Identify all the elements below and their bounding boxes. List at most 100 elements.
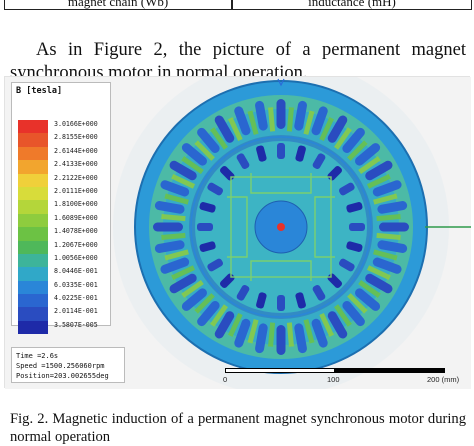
legend-value: 2.2122E+000 xyxy=(54,173,98,182)
rotor-magnet xyxy=(207,182,224,196)
stator-slot xyxy=(181,288,207,311)
stator-tooth xyxy=(319,117,334,142)
stator-tooth xyxy=(171,174,196,189)
stator-slot xyxy=(160,257,190,274)
stator-slot xyxy=(355,288,381,311)
scale-bar: 0 100 200 (mm) xyxy=(221,365,469,387)
scale-bar-segment-light xyxy=(225,368,335,373)
stator-slots xyxy=(153,99,409,355)
stator-tooth xyxy=(161,214,186,222)
stator-tooth xyxy=(373,249,398,261)
legend-swatch xyxy=(18,227,48,241)
legend-swatch xyxy=(18,294,48,308)
rotor-magnet xyxy=(312,284,326,301)
stator-slot xyxy=(377,201,408,214)
legend-swatch xyxy=(18,253,48,268)
stator-tooth xyxy=(164,193,189,205)
legend-value: 2.0114E-001 xyxy=(54,307,98,316)
legend-value: 2.6144E+000 xyxy=(54,146,98,155)
rotor-magnet xyxy=(346,202,363,213)
stator-tooth xyxy=(334,304,352,327)
legend-swatch xyxy=(18,173,48,187)
stator-tooth xyxy=(210,304,228,327)
stator-tooth xyxy=(181,156,204,174)
legend-value: 8.0446E-001 xyxy=(54,267,98,276)
stator-slot xyxy=(294,323,307,354)
stator-slot xyxy=(276,99,286,129)
legend-value: 2.0111E+000 xyxy=(54,186,98,195)
stator-tooth xyxy=(268,107,276,132)
stator-tooth xyxy=(373,193,398,205)
rotor-magnet xyxy=(338,258,355,272)
rotor-magnet xyxy=(295,145,306,162)
rotor-flux-barriers xyxy=(227,173,335,281)
stator-tooth xyxy=(161,232,186,240)
rotor-magnet xyxy=(197,223,213,231)
stator-slot xyxy=(372,180,402,197)
table-cell-magnet-chain: magnet chain (Wb) xyxy=(4,0,232,10)
shaft-center-marker xyxy=(277,223,285,231)
legend-swatch xyxy=(18,133,48,147)
rotor-magnet xyxy=(295,292,306,309)
legend-swatch xyxy=(18,320,48,335)
table-cell-inductance: inductance (mH) xyxy=(232,0,472,10)
legend-swatch xyxy=(18,160,48,174)
legend-value: 3.0166E+000 xyxy=(54,120,98,128)
legend-swatch xyxy=(18,200,48,214)
stator-tooth xyxy=(319,312,334,337)
stator-slot xyxy=(214,115,235,143)
stator-tooth xyxy=(347,140,368,161)
stator-slot xyxy=(276,325,286,355)
stator-slot xyxy=(197,301,220,327)
legend-swatch xyxy=(18,307,48,321)
coordinate-marker-icon xyxy=(277,78,285,87)
stator-slot xyxy=(355,143,381,166)
legend-value: 4.0225E-001 xyxy=(54,294,98,303)
stator-tooth xyxy=(303,110,315,135)
stator-slot xyxy=(327,115,348,143)
motor-field-figure: B [tesla] 3.0166E+000 2.8155E+000 2.6144E+… xyxy=(4,76,471,389)
stator-tooth xyxy=(194,293,215,314)
stator-tooth xyxy=(366,265,391,280)
stator-slot xyxy=(372,257,402,274)
stator-tooth xyxy=(228,312,243,337)
legend-value: 1.0056E+000 xyxy=(54,253,98,262)
stator-tooth xyxy=(376,214,401,222)
scale-tick-0: 0 xyxy=(223,375,228,384)
stator-tooth xyxy=(181,280,204,298)
legend-swatch xyxy=(18,146,48,161)
stator-slot xyxy=(365,273,393,294)
stator-tooth xyxy=(228,117,243,142)
stator-tooth xyxy=(171,265,196,280)
stator-slot xyxy=(234,106,251,136)
stator-slot xyxy=(311,318,328,348)
rotor-magnet xyxy=(199,241,216,252)
stator-slot xyxy=(160,180,190,197)
legend-value: 1.6089E+000 xyxy=(54,213,98,222)
motor-field-plot xyxy=(5,77,471,389)
stator-slot xyxy=(342,127,365,153)
stator-tooth xyxy=(366,174,391,189)
stator-tooth xyxy=(358,280,381,298)
scale-bar-segment-dark xyxy=(335,368,445,373)
rotor-magnet xyxy=(338,182,355,196)
legend-title: B [tesla] xyxy=(16,86,63,96)
status-speed: Speed =1500.256060rpm xyxy=(16,362,105,370)
stator-slot xyxy=(154,240,185,253)
legend-swatch xyxy=(18,213,48,228)
field-legend: B [tesla] 3.0166E+000 2.8155E+000 2.6144E+… xyxy=(11,82,111,335)
legend-value: 6.0335E-001 xyxy=(54,280,98,289)
stator-slot xyxy=(365,160,393,181)
stator-slot xyxy=(379,222,409,232)
stator-tooth xyxy=(376,232,401,240)
stator-slot xyxy=(154,201,185,214)
rotor-magnet xyxy=(277,295,285,311)
legend-value: 1.4078E+000 xyxy=(54,227,98,236)
rotor-magnet xyxy=(312,153,326,170)
legend-swatch xyxy=(18,240,48,254)
stator-tooth xyxy=(286,322,294,347)
legend-value: 2.4133E+000 xyxy=(54,160,98,169)
stator-tooth xyxy=(164,249,189,261)
rotor-magnet xyxy=(256,292,267,309)
stator-tooth xyxy=(286,107,294,132)
